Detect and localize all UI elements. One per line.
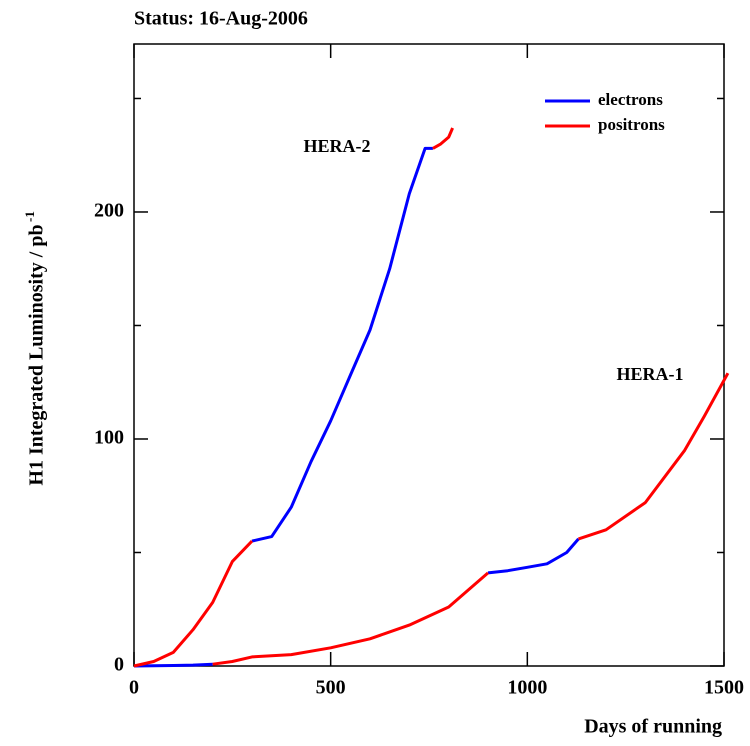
- plot-frame: [133, 43, 725, 667]
- x-tick-label: 1500: [704, 677, 744, 699]
- legend-label: electrons: [598, 90, 663, 109]
- annotation: HERA-1: [617, 364, 684, 384]
- annotation: HERA-2: [304, 136, 371, 156]
- x-tick-label: 0: [129, 677, 139, 699]
- y-tick-label: 200: [94, 200, 124, 222]
- y-axis-label: H1 Integrated Luminosity / pb: [26, 224, 48, 485]
- series-line: [133, 127, 730, 668]
- legend-label: positrons: [598, 115, 665, 134]
- x-tick-label: 500: [316, 677, 346, 699]
- x-tick-label: 1000: [507, 677, 547, 699]
- series-line: [133, 146, 580, 668]
- y-tick-label: 100: [94, 427, 124, 449]
- chart-title: Status: 16-Aug-2006: [134, 8, 308, 30]
- x-axis-label: Days of running: [584, 716, 722, 738]
- y-tick-label: 0: [114, 654, 124, 676]
- y-axis-label-superscript: -1: [22, 211, 37, 222]
